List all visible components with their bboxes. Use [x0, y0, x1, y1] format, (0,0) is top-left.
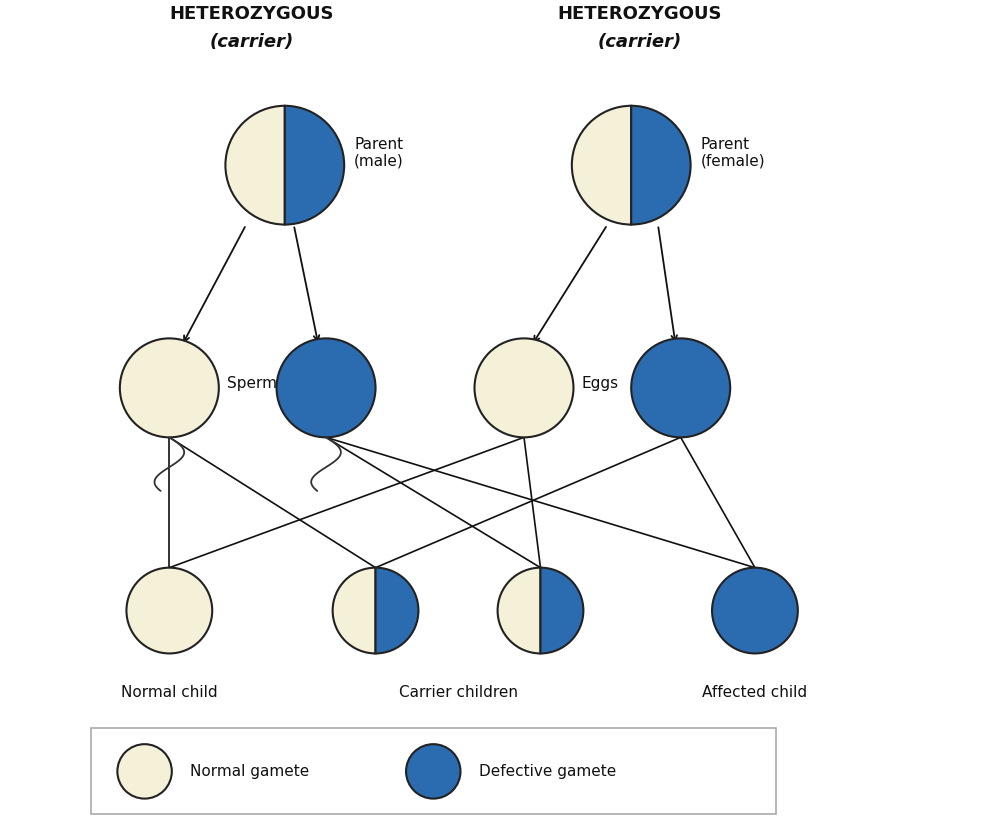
Circle shape [474, 338, 573, 437]
Wedge shape [572, 106, 631, 224]
Circle shape [406, 744, 461, 799]
Wedge shape [285, 106, 344, 224]
Wedge shape [375, 568, 418, 653]
Text: Normal gamete: Normal gamete [190, 764, 309, 779]
Text: (carrier): (carrier) [597, 33, 682, 51]
Circle shape [118, 744, 172, 799]
Wedge shape [540, 568, 583, 653]
Text: Eggs: Eggs [581, 376, 619, 391]
Circle shape [277, 338, 375, 437]
Text: Carrier children: Carrier children [399, 685, 518, 700]
Text: Sperm: Sperm [227, 376, 277, 391]
Circle shape [120, 338, 219, 437]
Text: Defective gamete: Defective gamete [478, 764, 616, 779]
Circle shape [127, 568, 212, 653]
Text: Parent
(female): Parent (female) [700, 137, 765, 169]
Text: HETEROZYGOUS: HETEROZYGOUS [170, 5, 334, 23]
Text: Normal child: Normal child [121, 685, 218, 700]
Wedge shape [498, 568, 540, 653]
Circle shape [712, 568, 797, 653]
Circle shape [631, 338, 731, 437]
Text: (carrier): (carrier) [210, 33, 294, 51]
Wedge shape [631, 106, 690, 224]
Text: HETEROZYGOUS: HETEROZYGOUS [557, 5, 722, 23]
Text: Parent
(male): Parent (male) [355, 137, 404, 169]
Wedge shape [226, 106, 285, 224]
Text: Affected child: Affected child [702, 685, 807, 700]
Wedge shape [333, 568, 375, 653]
